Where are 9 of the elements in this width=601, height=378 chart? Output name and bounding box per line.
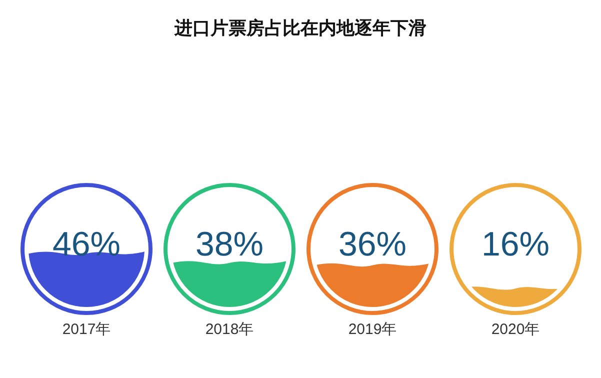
category-label: 2018年 (204, 321, 254, 338)
data-label: 36% (338, 225, 406, 264)
data-label: 38% (194, 225, 264, 264)
category-label: 2020年 (490, 321, 540, 338)
text: 进口片票房占比在内地逐年下滑 (173, 17, 428, 40)
data-label: 16% (480, 225, 550, 264)
category-label: 2019年 (348, 321, 396, 338)
data-label: 46% (52, 225, 120, 264)
category-label: 2017年 (62, 321, 110, 338)
